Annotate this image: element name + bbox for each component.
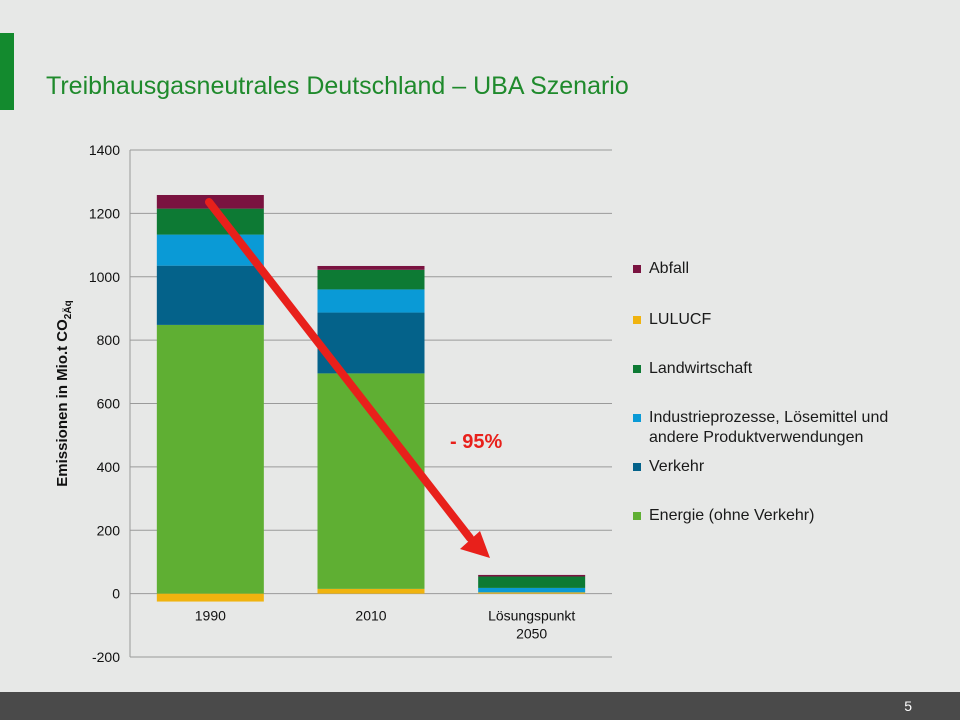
legend-label: Industrieprozesse, Lösemittel und andere…	[649, 409, 889, 446]
stacked-bar-chart: -200 0 200 400 600 800 1000 1200 1400 Emissionen …	[54, 142, 612, 665]
bar-segment	[156, 593, 264, 602]
reduction-annotation: - 95%	[450, 431, 502, 453]
y-axis-title: Emissionen in Mio.t CO2Äq	[54, 300, 74, 486]
x-category-label: 1990	[195, 608, 226, 624]
bar-segment	[317, 289, 425, 313]
legend-swatch	[633, 463, 641, 471]
legend-swatch	[633, 265, 641, 273]
bar-segment	[478, 592, 586, 594]
y-tick-label: 600	[97, 396, 121, 412]
y-tick-label: 800	[97, 332, 121, 348]
y-tick-label: 400	[97, 459, 121, 475]
legend-label: LULUCF	[649, 311, 712, 328]
bar-segment	[478, 574, 586, 577]
y-tick-label: 1200	[89, 205, 120, 221]
legend-item: Abfall	[633, 259, 939, 279]
legend-label: Abfall	[649, 260, 690, 277]
slide-title: Treibhausgasneutrales Deutschland – UBA …	[46, 72, 629, 100]
reduction-arrow-shaft	[205, 198, 474, 542]
legend-item: Industrieprozesse, Lösemittel und andere…	[633, 408, 939, 448]
bar-segment	[156, 208, 264, 235]
legend-item: Verkehr	[633, 457, 939, 477]
reduction-arrow-head	[460, 531, 490, 558]
legend-item: Energie (ohne Verkehr)	[633, 506, 939, 526]
bar-segment	[317, 269, 425, 290]
y-axis-title-main: Emissionen in Mio.t CO	[54, 319, 71, 487]
x-category-label: 2050	[516, 626, 547, 642]
accent-bar	[0, 33, 14, 110]
page-number: 5	[904, 698, 912, 714]
legend-item: Landwirtschaft	[633, 359, 939, 379]
bar-segment	[317, 265, 425, 270]
bar-segment	[156, 265, 264, 325]
bar-segment	[478, 587, 586, 593]
legend-label: Energie (ohne Verkehr)	[649, 507, 815, 524]
x-category-label: Lösungspunkt	[488, 608, 575, 624]
legend-swatch	[633, 512, 641, 520]
y-tick-label: -200	[92, 649, 120, 665]
legend-swatch	[633, 365, 641, 373]
bar-segment	[317, 588, 425, 594]
x-category-label: 2010	[355, 608, 386, 624]
legend-label: Verkehr	[649, 458, 705, 475]
bar-segment	[156, 324, 264, 594]
legend-item: LULUCF	[633, 310, 939, 330]
y-axis-title-subscript: 2Äq	[61, 300, 74, 319]
y-tick-label: 0	[112, 586, 120, 602]
y-tick-label: 1400	[89, 142, 120, 158]
bar-segment	[478, 576, 586, 588]
legend-swatch	[633, 316, 641, 324]
y-tick-label: 1000	[89, 269, 120, 285]
legend-swatch	[633, 414, 641, 422]
y-tick-label: 200	[97, 522, 121, 538]
footer-bar: 5	[0, 692, 960, 720]
legend-label: Landwirtschaft	[649, 360, 753, 377]
